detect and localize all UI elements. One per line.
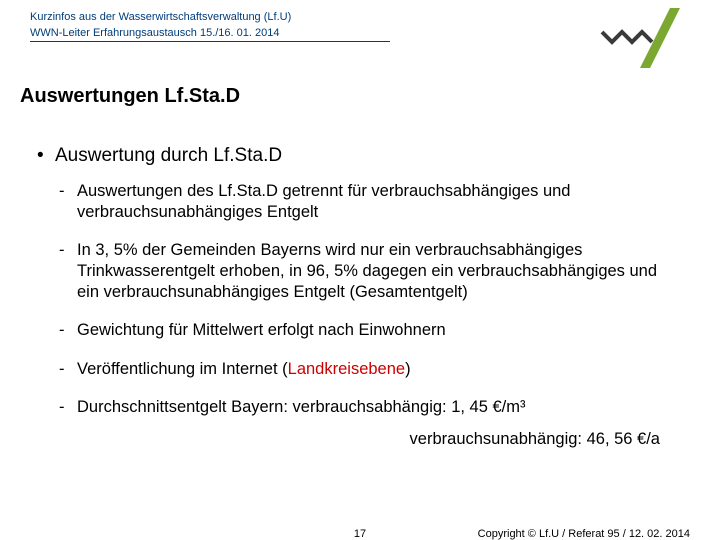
bullet-level2: - In 3, 5% der Gemeinden Bayerns wird nu… [77, 240, 690, 302]
page-number: 17 [354, 528, 366, 540]
item-text: Gewichtung für Mittelwert erfolgt nach E… [77, 321, 446, 339]
trailing-line: verbrauchsunabhängig: 46, 56 €/a [77, 430, 690, 449]
bullet-level2: - Auswertungen des Lf.Sta.D getrennt für… [77, 181, 690, 222]
bullet-level1: • Auswertung durch Lf.Sta.D [55, 145, 690, 167]
slide-content: • Auswertung durch Lf.Sta.D - Auswertung… [55, 145, 690, 467]
item-text: Durchschnittsentgelt Bayern: verbrauchsa… [77, 398, 526, 416]
bullet-level2: - Gewichtung für Mittelwert erfolgt nach… [77, 320, 690, 341]
dash-mark: - [59, 397, 65, 418]
item-text-pre: Veröffentlichung im Internet ( [77, 360, 288, 378]
dash-mark: - [59, 240, 65, 261]
header-line1: Kurzinfos aus der Wasserwirtschaftsverwa… [30, 10, 690, 24]
slide-header: Kurzinfos aus der Wasserwirtschaftsverwa… [30, 10, 690, 56]
item-text-red: Landkreisebene [288, 360, 405, 378]
copyright: Copyright © Lf.U / Referat 95 / 12. 02. … [478, 528, 690, 540]
item-text: In 3, 5% der Gemeinden Bayerns wird nur … [77, 241, 657, 300]
dash-mark: - [59, 320, 65, 341]
slide-title: Auswertungen Lf.Sta.D [20, 85, 240, 108]
bullet-level2: - Durchschnittsentgelt Bayern: verbrauch… [77, 397, 690, 418]
header-line2: WWN-Leiter Erfahrungsaustausch 15./16. 0… [30, 26, 390, 41]
dash-mark: - [59, 181, 65, 202]
item-text-post: ) [405, 360, 411, 378]
bullet-mark: • [37, 145, 44, 167]
dash-mark: - [59, 359, 65, 380]
logo [600, 8, 690, 68]
bullet-level2: - Veröffentlichung im Internet (Landkrei… [77, 359, 690, 380]
item-text: Auswertungen des Lf.Sta.D getrennt für v… [77, 182, 571, 221]
bullet-text: Auswertung durch Lf.Sta.D [55, 145, 282, 166]
